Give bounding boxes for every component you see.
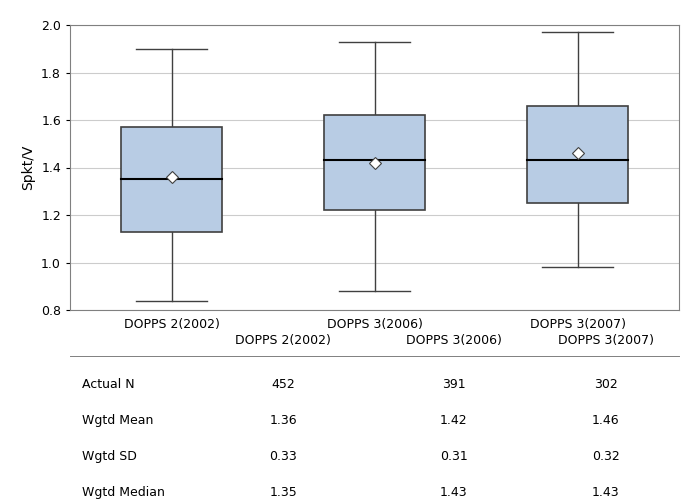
Text: Actual N: Actual N (82, 378, 135, 390)
Text: 1.36: 1.36 (270, 414, 297, 426)
Bar (120, 127, 223, 232)
Text: 452: 452 (272, 378, 295, 390)
Text: 1.46: 1.46 (592, 414, 620, 426)
Text: DOPPS 3(2006): DOPPS 3(2006) (406, 334, 502, 347)
Text: Wgtd Mean: Wgtd Mean (82, 414, 153, 426)
Text: DOPPS 3(2007): DOPPS 3(2007) (558, 334, 654, 347)
Y-axis label: Spkt/V: Spkt/V (22, 145, 36, 190)
Text: DOPPS 2(2002): DOPPS 2(2002) (235, 334, 331, 347)
Bar (323, 116, 426, 210)
Text: Wgtd Median: Wgtd Median (82, 486, 165, 498)
Text: Wgtd SD: Wgtd SD (82, 450, 137, 462)
Text: 0.32: 0.32 (592, 450, 620, 462)
Text: 0.31: 0.31 (440, 450, 468, 462)
Text: 302: 302 (594, 378, 618, 390)
Text: 1.43: 1.43 (440, 486, 468, 498)
Text: 391: 391 (442, 378, 466, 390)
Bar (526, 106, 629, 203)
Text: 1.35: 1.35 (270, 486, 297, 498)
Text: 0.33: 0.33 (270, 450, 297, 462)
Text: 1.42: 1.42 (440, 414, 468, 426)
Text: 1.43: 1.43 (592, 486, 620, 498)
